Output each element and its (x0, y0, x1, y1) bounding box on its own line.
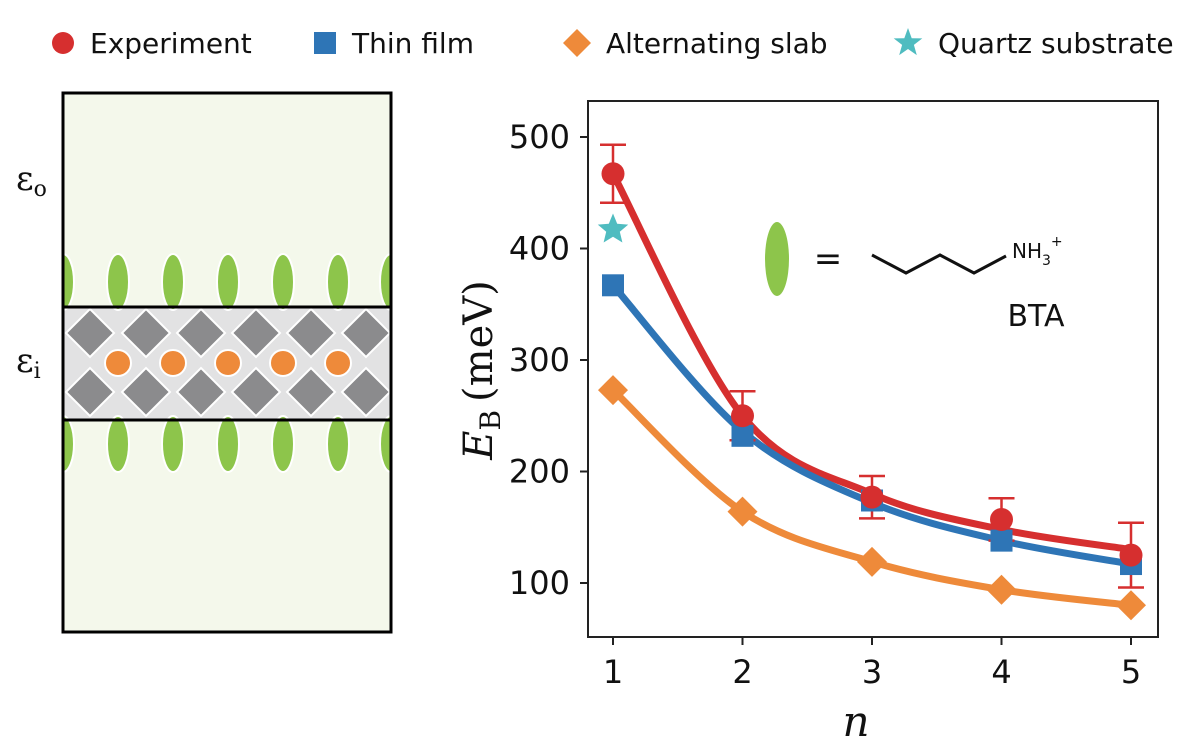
alternating-slab-point (986, 574, 1017, 605)
organic-spacer-top (106, 253, 130, 311)
quartz-substrate-point (597, 213, 629, 243)
x-tick-label: 4 (991, 653, 1011, 691)
legend-label: Thin film (352, 26, 474, 60)
a-site-cation (104, 349, 132, 377)
legend-item-thin-film: Thin film (312, 18, 474, 68)
experiment-point (731, 404, 754, 428)
experiment-point (1119, 543, 1143, 567)
schematic-parts (63, 253, 391, 473)
thin-film-point (990, 529, 1013, 552)
epsilon-inner-label: εi (16, 341, 41, 384)
ammonium-group-label: NH3+ (1012, 234, 1063, 269)
octahedron-lower (230, 366, 282, 418)
organic-spacer-bottom (379, 415, 391, 473)
x-tick-label: 5 (1121, 653, 1141, 691)
fit-curve (609, 170, 1135, 554)
thin-film-point (602, 274, 624, 297)
octahedron-lower (285, 366, 337, 418)
legend-item-alternating-slab: Alternating slab (562, 18, 828, 68)
y-tick-label: 100 (509, 564, 570, 602)
x-tick-label: 1 (603, 653, 623, 691)
organic-spacer-bottom (326, 415, 350, 473)
schematic-border (61, 91, 393, 634)
equals-sign: = (814, 239, 843, 279)
y-axis-label: EB(meV) (456, 280, 507, 460)
organic-cation-glyph (765, 222, 789, 296)
thin-film-point (731, 424, 754, 447)
legend-diamond-marker (563, 29, 591, 57)
legend-label: Experiment (90, 26, 252, 60)
axes: 1 2 3 4 5 100 200 300 400 500 (509, 118, 1141, 691)
organic-spacer-bottom (216, 415, 240, 473)
y-tick-label: 400 (509, 230, 570, 268)
legend-circle-marker (52, 32, 74, 54)
octahedron-upper (340, 307, 391, 359)
epsilon-outer-label: εo (16, 159, 47, 202)
y-tick-label: 500 (509, 118, 570, 156)
legend-square-marker (314, 32, 336, 54)
data-markers (597, 162, 1146, 621)
legend-star-marker (893, 28, 923, 56)
molecule-name-label: BTA (1007, 299, 1065, 334)
octahedron-upper (175, 307, 227, 359)
organic-spacer-top (63, 253, 75, 311)
octahedron-upper (230, 307, 282, 359)
experiment-point (860, 485, 884, 509)
a-site-cation (159, 349, 187, 377)
octahedron-upper (120, 307, 172, 359)
legend-label: Alternating slab (606, 26, 828, 60)
y-tick-label: 300 (509, 341, 570, 379)
organic-spacer-top (271, 253, 295, 311)
organic-spacer-bottom (63, 415, 75, 473)
experiment-point (601, 162, 625, 186)
bta-molecule-inset: = NH3+ BTA (765, 222, 1065, 334)
a-site-cation (324, 349, 352, 377)
legend-label: Quartz substrate (938, 26, 1174, 60)
schematic-clipped-group (63, 253, 391, 473)
organic-spacer-top (379, 253, 391, 311)
legend-item-experiment: Experiment (50, 18, 252, 68)
octahedron-lower (120, 366, 172, 418)
octahedron-upper (285, 307, 337, 359)
x-tick-label: 3 (862, 653, 882, 691)
alternating-slab-point (727, 496, 758, 527)
octahedron-lower (340, 366, 391, 418)
layered-structure-schematic: εo εi (16, 91, 393, 634)
a-site-cation (214, 349, 242, 377)
a-site-cation (269, 349, 297, 377)
x-axis-label: n (842, 697, 869, 746)
legend-item-quartz-substrate: Quartz substrate (892, 18, 1174, 68)
octahedron-lower (64, 366, 116, 418)
alternating-slab-point (598, 375, 628, 406)
organic-spacer-bottom (106, 415, 130, 473)
alternating-slab-point (857, 546, 887, 577)
chart-legend: Experiment Thin film Alternating slab Qu… (0, 18, 1200, 68)
organic-spacer-top (161, 253, 185, 311)
octahedron-upper (64, 307, 116, 359)
experiment-point (990, 507, 1013, 531)
binding-energy-chart: 1 2 3 4 5 100 200 300 400 500 n EB(meV) = NH3+ BT… (456, 100, 1159, 746)
alternating-slab-point (1116, 590, 1146, 621)
organic-spacer-top (326, 253, 350, 311)
organic-spacer-bottom (271, 415, 295, 473)
y-tick-label: 200 (509, 453, 570, 491)
organic-spacer-top (216, 253, 240, 311)
x-tick-label: 2 (732, 653, 752, 691)
butyl-chain-skeleton (871, 253, 1007, 275)
octahedron-lower (175, 366, 227, 418)
organic-spacer-bottom (161, 415, 185, 473)
